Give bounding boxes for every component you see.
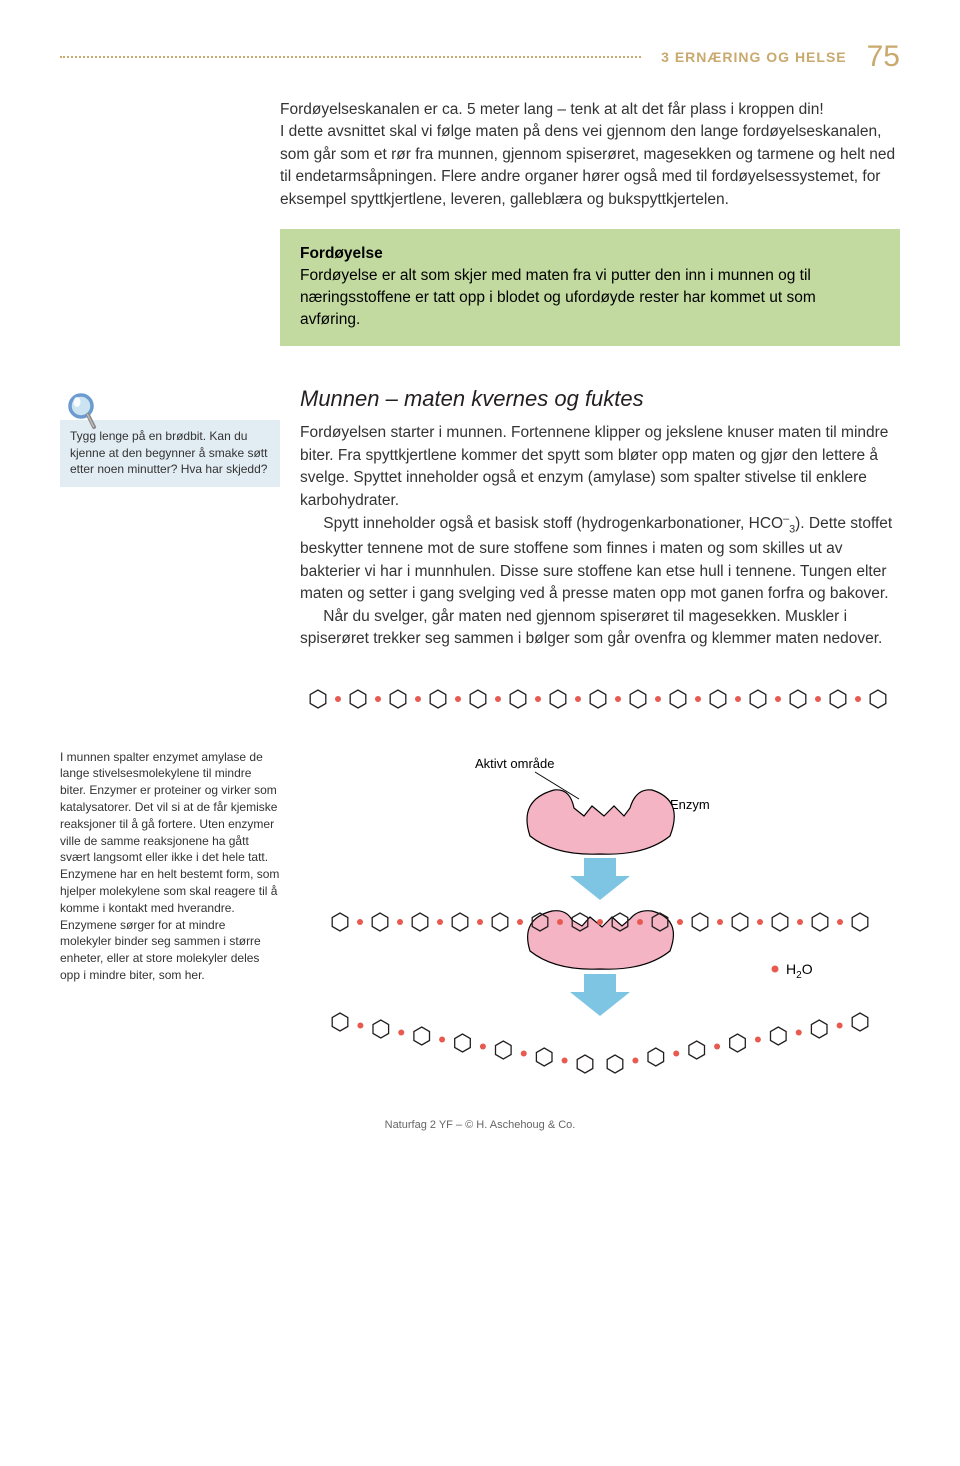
page-header: 3 ERNÆRING OG HELSE 75 (60, 40, 900, 74)
section-heading: Munnen – maten kvernes og fuktes (300, 386, 900, 412)
section-p3: Når du svelger, går maten ned gjennom sp… (300, 606, 900, 651)
header-divider (60, 56, 641, 58)
section-body: Fordøyelsen starter i munnen. Fortennene… (300, 422, 900, 650)
page-number: 75 (867, 40, 900, 74)
page-footer: Naturfag 2 YF – © H. Aschehoug & Co. (60, 1119, 900, 1131)
magnifier-note: Tygg lenge på en brødbit. Kan du kjenne … (60, 420, 280, 487)
active-area-label: Aktivt område (475, 756, 554, 771)
definition-box-text: Fordøyelse er alt som skjer med maten fr… (300, 265, 880, 330)
section-p2: Spytt inneholder også et basisk stoff (h… (300, 512, 900, 605)
enzyme-diagram: Aktivt område Enzym H2O (300, 754, 900, 1074)
definition-box: Fordøyelse Fordøyelse er alt som skjer m… (280, 229, 900, 346)
molecule-chain-icon (300, 684, 900, 714)
enzyme-caption: I munnen spalter enzymet amylase de lang… (60, 749, 280, 984)
magnifier-note-text: Tygg lenge på en brødbit. Kan du kjenne … (70, 429, 267, 475)
intro-line1: Fordøyelseskanalen er ca. 5 meter lang –… (280, 99, 900, 121)
chapter-title: 3 ERNÆRING OG HELSE (661, 49, 846, 65)
h2o-label: H2O (786, 961, 813, 981)
intro-paragraph: Fordøyelseskanalen er ca. 5 meter lang –… (280, 99, 900, 211)
enzyme-label: Enzym (670, 797, 710, 812)
magnifier-icon (66, 392, 102, 434)
intro-line2: I dette avsnittet skal vi følge maten på… (280, 121, 900, 211)
section-p1: Fordøyelsen starter i munnen. Fortennene… (300, 422, 900, 512)
definition-box-title: Fordøyelse (300, 245, 880, 263)
